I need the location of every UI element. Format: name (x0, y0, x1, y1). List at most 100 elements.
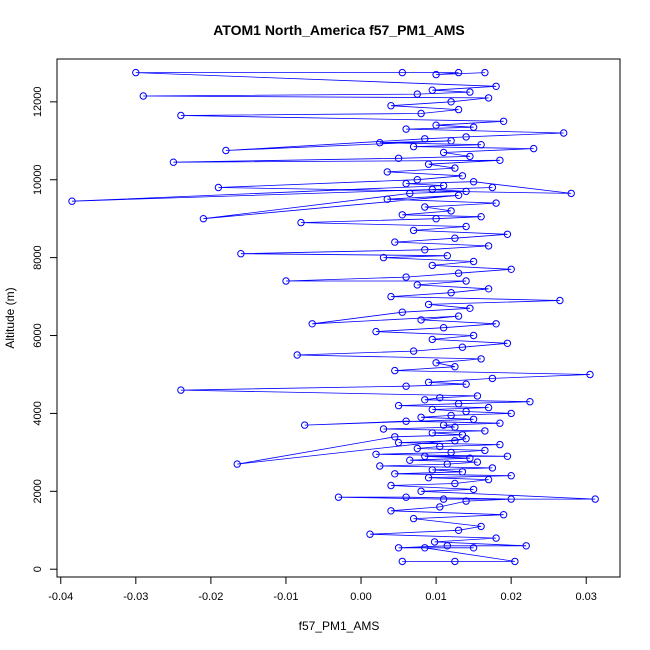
data-point (556, 296, 564, 305)
x-tick-label: -0.01 (273, 591, 298, 603)
x-axis-label: f57_PM1_AMS (299, 619, 380, 633)
data-point (454, 526, 463, 534)
data-point (439, 148, 448, 157)
data-point (391, 366, 399, 375)
data-point (447, 98, 455, 106)
data-point (466, 304, 474, 312)
data-point (451, 164, 459, 172)
data-point (402, 125, 410, 133)
y-tick-label: 10000 (32, 164, 44, 195)
y-tick-label: 4000 (32, 401, 44, 425)
data-point (447, 207, 455, 215)
data-point (462, 187, 470, 196)
data-point (68, 197, 76, 205)
data-point (406, 189, 414, 198)
data-point (469, 415, 478, 423)
data-point (458, 431, 467, 439)
data-point (428, 261, 436, 270)
data-point (439, 421, 448, 429)
data-point (406, 456, 414, 464)
data-point (139, 92, 148, 100)
data-point (469, 485, 478, 494)
data-point (451, 557, 459, 566)
data-point (402, 382, 410, 390)
data-point (451, 363, 459, 371)
data-point (413, 90, 421, 98)
data-point (447, 289, 455, 297)
data-point (451, 234, 459, 242)
data-point (443, 252, 451, 260)
data-point (436, 503, 444, 511)
data-point (398, 557, 406, 566)
data-point (432, 121, 440, 129)
data-point (454, 400, 463, 408)
data-point (233, 460, 241, 468)
x-tick-label: -0.02 (198, 591, 223, 603)
data-point (451, 437, 459, 445)
data-point (334, 493, 343, 501)
data-point (297, 218, 305, 227)
data-point (458, 343, 467, 351)
data-point (454, 312, 463, 320)
data-point (383, 195, 391, 203)
data-point (432, 70, 440, 79)
data-point (379, 253, 388, 262)
data-point (413, 281, 421, 289)
data-point (492, 534, 500, 542)
data-point (177, 386, 185, 394)
data-point (586, 370, 594, 379)
data-point (413, 444, 421, 453)
data-point (394, 544, 403, 552)
data-point (421, 452, 429, 460)
data-point (488, 183, 497, 192)
data-point (477, 355, 485, 363)
data-point (503, 339, 512, 347)
data-point (560, 129, 568, 137)
data-point (391, 433, 399, 441)
data-point (496, 440, 504, 449)
y-axis-label: Altitude (m) (3, 287, 17, 348)
x-tick-label: -0.03 (123, 591, 148, 603)
data-point (462, 380, 470, 388)
data-point (132, 68, 140, 77)
data-point (430, 538, 439, 546)
data-point (417, 487, 425, 495)
data-point (454, 68, 463, 77)
x-tick-label: -0.04 (48, 591, 73, 603)
data-point (477, 522, 485, 531)
data-point (473, 392, 482, 400)
x-tick-label: 0.01 (425, 591, 446, 603)
data-point (379, 425, 388, 433)
data-point (439, 181, 448, 190)
data-point (451, 423, 459, 431)
data-point (424, 300, 433, 309)
data-point (469, 331, 478, 340)
data-point (421, 544, 429, 552)
data-point (469, 123, 478, 131)
data-point (462, 222, 470, 231)
data-point (436, 442, 444, 451)
data-point (402, 273, 410, 281)
y-tick-label: 12000 (32, 87, 44, 118)
data-point (496, 419, 504, 427)
y-tick-label: 2000 (32, 479, 44, 503)
data-point (308, 320, 316, 328)
y-axis: 0 2000 4000 6000 8000 10000 12000 (32, 87, 58, 572)
data-point (372, 450, 380, 458)
data-point (462, 407, 470, 416)
data-point (469, 257, 478, 266)
data-point (507, 409, 515, 418)
x-tick-label: 0.03 (576, 591, 597, 603)
data-point (383, 168, 391, 176)
data-point (398, 308, 406, 316)
data-point (477, 141, 485, 149)
data-point (376, 462, 384, 470)
data-point (466, 454, 474, 462)
data-point (409, 514, 418, 523)
series-layer (68, 68, 599, 566)
data-point (402, 417, 410, 425)
data-point (394, 401, 403, 410)
data-point (488, 464, 497, 472)
data-point (447, 411, 455, 420)
